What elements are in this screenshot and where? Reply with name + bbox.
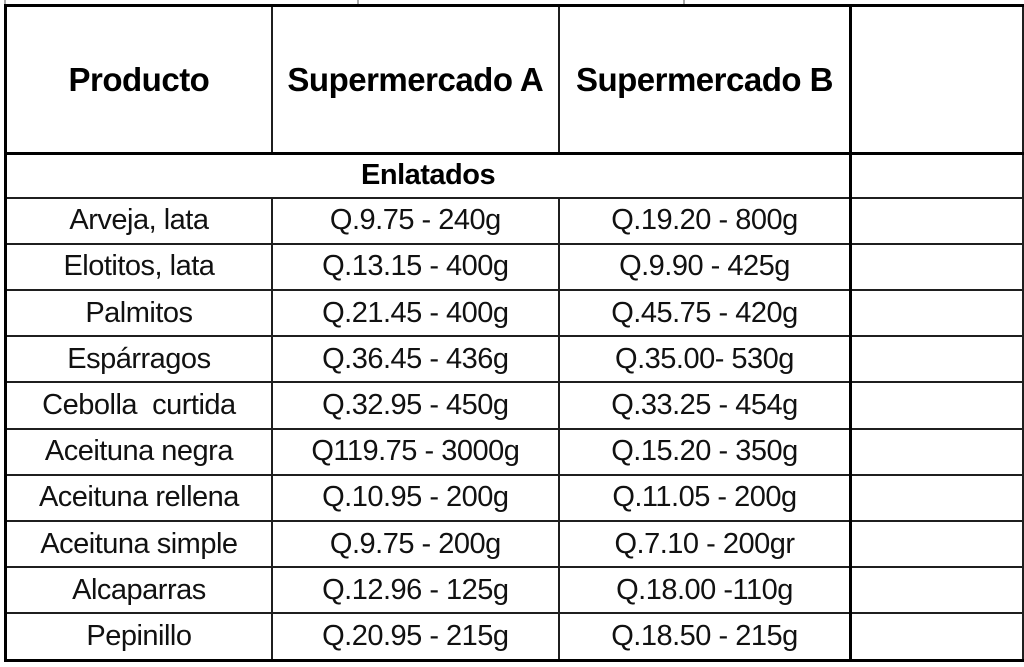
clipped-column-cell [849, 566, 1024, 615]
clipped-column-cell [849, 335, 1024, 384]
clipped-column-cell [849, 242, 1024, 291]
section-row: Enlatados [4, 152, 1024, 199]
product-cell: Pepinillo [4, 612, 273, 662]
table-row: Aceituna rellena Q.10.95 - 200g Q.11.05 … [4, 473, 1024, 523]
clipped-column-cell [849, 427, 1024, 476]
price-a-cell: Q.32.95 - 450g [270, 381, 560, 430]
price-b-cell: Q.33.25 - 454g [557, 381, 852, 430]
table-row: Pepinillo Q.20.95 - 215g Q.18.50 - 215g [4, 612, 1024, 662]
price-comparison-table: Producto Supermercado A Supermercado B E… [4, 4, 1024, 662]
table-row: Alcaparras Q.12.96 - 125g Q.18.00 -110g [4, 566, 1024, 615]
price-a-cell: Q.36.45 - 436g [270, 335, 560, 384]
price-a-cell: Q119.75 - 3000g [270, 427, 560, 476]
price-b-cell: Q.15.20 - 350g [557, 427, 852, 476]
header-row: Producto Supermercado A Supermercado B [4, 4, 1024, 155]
price-b-cell: Q.11.05 - 200g [557, 473, 852, 523]
product-cell: Alcaparras [4, 566, 273, 615]
clipped-column-cell [849, 520, 1024, 569]
product-cell: Aceituna negra [4, 427, 273, 476]
price-a-cell: Q.13.15 - 400g [270, 242, 560, 291]
clipped-column-header [849, 4, 1024, 155]
gridline-stub [683, 0, 685, 5]
product-cell: Palmitos [4, 288, 273, 338]
price-b-cell: Q.19.20 - 800g [557, 196, 852, 245]
product-cell: Cebolla curtida [4, 381, 273, 430]
table-row: Cebolla curtida Q.32.95 - 450g Q.33.25 -… [4, 381, 1024, 430]
product-cell: Aceituna simple [4, 520, 273, 569]
column-header-supermercado-a: Supermercado A [270, 4, 560, 155]
column-header-supermercado-b: Supermercado B [557, 4, 852, 155]
product-cell: Espárragos [4, 335, 273, 384]
price-a-cell: Q.12.96 - 125g [270, 566, 560, 615]
clipped-column-cell [849, 288, 1024, 338]
table-row: Elotitos, lata Q.13.15 - 400g Q.9.90 - 4… [4, 242, 1024, 291]
product-cell: Aceituna rellena [4, 473, 273, 523]
price-b-cell: Q.7.10 - 200gr [557, 520, 852, 569]
price-b-cell: Q.18.50 - 215g [557, 612, 852, 662]
clipped-column-cell [849, 473, 1024, 523]
price-a-cell: Q.21.45 - 400g [270, 288, 560, 338]
clipped-column-cell [849, 196, 1024, 245]
table-row: Arveja, lata Q.9.75 - 240g Q.19.20 - 800… [4, 196, 1024, 245]
clipped-column-cell [849, 612, 1024, 662]
price-b-cell: Q.35.00- 530g [557, 335, 852, 384]
clipped-column-cell [849, 381, 1024, 430]
price-a-cell: Q.10.95 - 200g [270, 473, 560, 523]
product-cell: Elotitos, lata [4, 242, 273, 291]
price-a-cell: Q.9.75 - 240g [270, 196, 560, 245]
price-b-cell: Q.18.00 -110g [557, 566, 852, 615]
price-b-cell: Q.9.90 - 425g [557, 242, 852, 291]
table-row: Aceituna simple Q.9.75 - 200g Q.7.10 - 2… [4, 520, 1024, 569]
price-b-cell: Q.45.75 - 420g [557, 288, 852, 338]
table-row: Espárragos Q.36.45 - 436g Q.35.00- 530g [4, 335, 1024, 384]
section-title: Enlatados [4, 152, 852, 199]
price-a-cell: Q.9.75 - 200g [270, 520, 560, 569]
price-a-cell: Q.20.95 - 215g [270, 612, 560, 662]
column-header-producto: Producto [4, 4, 273, 155]
table-row: Aceituna negra Q119.75 - 3000g Q.15.20 -… [4, 427, 1024, 476]
clipped-column-cell [849, 152, 1024, 199]
gridline-stub [4, 0, 6, 5]
table-row: Palmitos Q.21.45 - 400g Q.45.75 - 420g [4, 288, 1024, 338]
product-cell: Arveja, lata [4, 196, 273, 245]
gridline-stub [357, 0, 359, 5]
